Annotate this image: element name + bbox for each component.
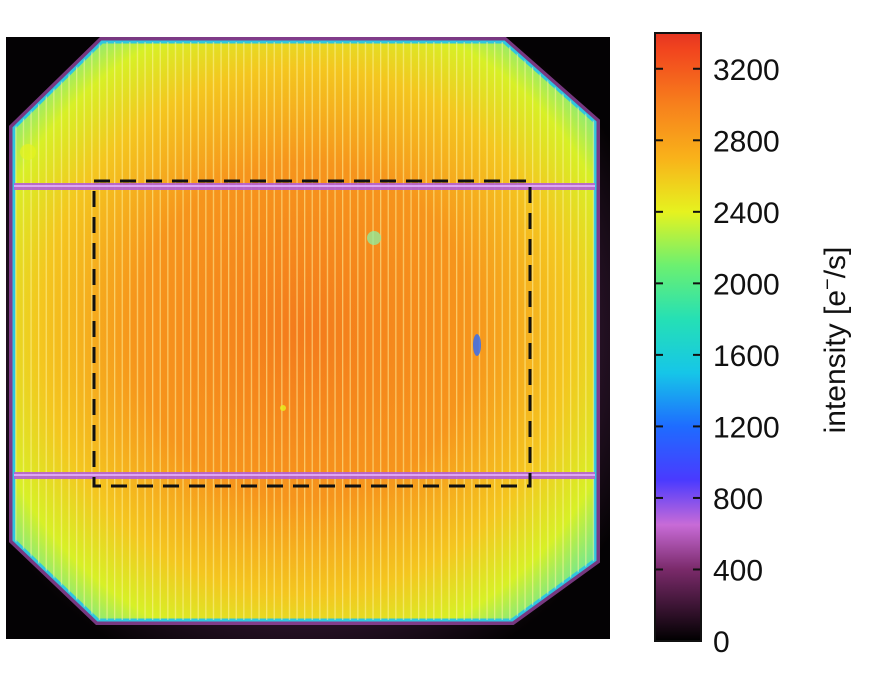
defect-spot <box>367 231 381 245</box>
finger-lines <box>14 42 595 620</box>
colorbar-tick-label: 2800 <box>713 125 780 158</box>
defect-spot <box>473 334 481 356</box>
heatmap <box>6 37 610 639</box>
colorbar-ticks: 0 400 800 1200 1600 2000 2400 2800 3200 <box>655 54 780 659</box>
colorbar: 0 400 800 1200 1600 2000 2400 2800 3200 intensit… <box>654 32 852 659</box>
colorbar-label: intensity [e−/s] <box>817 247 852 434</box>
busbar-bottom-highlight <box>14 474 595 476</box>
colorbar-tick-label: 2400 <box>713 197 780 230</box>
colorbar-tick-label: 1600 <box>713 340 780 373</box>
region-of-interest <box>92 179 532 488</box>
colorbar-tick-label: 0 <box>713 626 730 659</box>
colorbar-tick-label: 400 <box>713 554 763 587</box>
defect-spot <box>280 405 286 411</box>
defect-spot <box>20 144 36 160</box>
colorbar-tick-label: 800 <box>713 483 763 516</box>
colorbar-label-main: intensity [e <box>819 290 852 433</box>
busbar-top-highlight <box>14 185 595 187</box>
colorbar-gradient <box>654 32 702 642</box>
colorbar-tick-label: 1200 <box>713 411 780 444</box>
colorbar-tick-label: 3200 <box>713 54 780 87</box>
colorbar-label-sup: − <box>817 278 839 290</box>
colorbar-label-end: /s] <box>819 247 852 279</box>
colorbar-tick-label: 2000 <box>713 268 780 301</box>
